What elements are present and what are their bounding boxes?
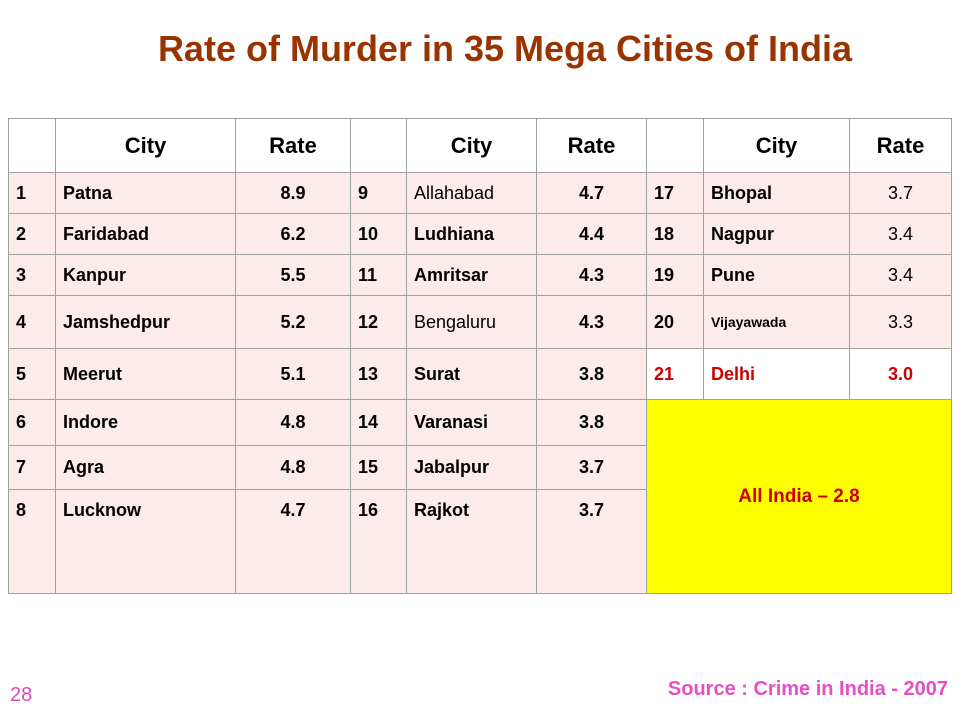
- header-rank: [350, 118, 407, 173]
- header-city: City: [703, 118, 850, 173]
- rate-cell: 4.7: [536, 172, 647, 214]
- city-cell: Jamshedpur: [55, 295, 236, 349]
- all-india-summary: All India – 2.8: [646, 399, 952, 594]
- city-cell: Agra: [55, 445, 236, 490]
- rank-cell: 21: [646, 348, 704, 400]
- city-cell: Rajkot: [406, 489, 537, 594]
- city-cell: Bhopal: [703, 172, 850, 214]
- city-cell: Lucknow: [55, 489, 236, 594]
- page-title: Rate of Murder in 35 Mega Cities of Indi…: [157, 28, 853, 69]
- table-row: 3 Kanpur 5.5 11 Amritsar 4.3 19 Pune 3.4: [8, 254, 952, 296]
- rate-cell: 6.2: [235, 213, 351, 255]
- rate-cell: 3.4: [849, 254, 952, 296]
- city-cell: Kanpur: [55, 254, 236, 296]
- header-rank: [646, 118, 704, 173]
- header-rate: Rate: [536, 118, 647, 173]
- rate-cell: 4.3: [536, 295, 647, 349]
- rate-cell: 4.8: [235, 399, 351, 446]
- rank-cell: 19: [646, 254, 704, 296]
- rank-cell: 6: [8, 399, 56, 446]
- rate-cell: 5.5: [235, 254, 351, 296]
- rate-cell: 3.3: [849, 295, 952, 349]
- rank-cell: 8: [8, 489, 56, 594]
- rate-cell: 8.9: [235, 172, 351, 214]
- rank-cell: 20: [646, 295, 704, 349]
- city-cell: Faridabad: [55, 213, 236, 255]
- city-cell: Patna: [55, 172, 236, 214]
- rank-cell: 12: [350, 295, 407, 349]
- table-row: 8 Lucknow 4.7 16 Rajkot 3.7: [8, 489, 952, 594]
- rate-cell: 5.1: [235, 348, 351, 400]
- rate-cell: 3.4: [849, 213, 952, 255]
- city-cell: Meerut: [55, 348, 236, 400]
- city-cell: Indore: [55, 399, 236, 446]
- city-cell: Nagpur: [703, 213, 850, 255]
- city-cell: Pune: [703, 254, 850, 296]
- page-number: 28: [10, 684, 33, 706]
- city-cell: Ludhiana: [406, 213, 537, 255]
- city-cell: Vijayawada: [703, 295, 850, 349]
- rate-cell: 3.8: [536, 348, 647, 400]
- rank-cell: 7: [8, 445, 56, 490]
- rate-cell: 4.7: [235, 489, 351, 594]
- rate-cell: 3.8: [536, 399, 647, 446]
- header-city: City: [406, 118, 537, 173]
- rank-cell: 11: [350, 254, 407, 296]
- city-cell: Allahabad: [406, 172, 537, 214]
- rank-cell: 10: [350, 213, 407, 255]
- rank-cell: 17: [646, 172, 704, 214]
- city-cell: Amritsar: [406, 254, 537, 296]
- city-cell: Varanasi: [406, 399, 537, 446]
- rank-cell: 9: [350, 172, 407, 214]
- table-row: 6 Indore 4.8 14 Varanasi 3.8 All India –…: [8, 399, 952, 594]
- rate-cell: 5.2: [235, 295, 351, 349]
- rate-cell: 3.7: [536, 489, 647, 594]
- table-row: 7 Agra 4.8 15 Jabalpur 3.7: [8, 445, 952, 490]
- city-cell: Jabalpur: [406, 445, 537, 490]
- rank-cell: 15: [350, 445, 407, 490]
- table-row: 4 Jamshedpur 5.2 12 Bengaluru 4.3 20 Vij…: [8, 295, 952, 349]
- rank-cell: 13: [350, 348, 407, 400]
- header-rate: Rate: [849, 118, 952, 173]
- rank-cell: 5: [8, 348, 56, 400]
- rank-cell: 1: [8, 172, 56, 214]
- header-city: City: [55, 118, 236, 173]
- table-row: 1 Patna 8.9 9 Allahabad 4.7 17 Bhopal 3.…: [8, 172, 952, 214]
- rate-cell: 3.0: [849, 348, 952, 400]
- header-row: City Rate City Rate City Rate: [8, 118, 952, 173]
- rank-cell: 2: [8, 213, 56, 255]
- rate-cell: 3.7: [536, 445, 647, 490]
- rank-cell: 16: [350, 489, 407, 594]
- rate-cell: 4.8: [235, 445, 351, 490]
- murder-rate-table: City Rate City Rate City Rate 1 Patna 8.…: [8, 118, 952, 594]
- header-rank: [8, 118, 56, 173]
- rate-cell: 4.3: [536, 254, 647, 296]
- rank-cell: 18: [646, 213, 704, 255]
- city-cell: Surat: [406, 348, 537, 400]
- rate-cell: 3.7: [849, 172, 952, 214]
- city-cell: Bengaluru: [406, 295, 537, 349]
- table-row: 5 Meerut 5.1 13 Surat 3.8 21 Delhi 3.0: [8, 348, 952, 400]
- rank-cell: 14: [350, 399, 407, 446]
- city-cell: Delhi: [703, 348, 850, 400]
- header-rate: Rate: [235, 118, 351, 173]
- rate-cell: 4.4: [536, 213, 647, 255]
- rank-cell: 4: [8, 295, 56, 349]
- source-note: Source : Crime in India - 2007: [667, 678, 948, 700]
- table-row: 2 Faridabad 6.2 10 Ludhiana 4.4 18 Nagpu…: [8, 213, 952, 255]
- rank-cell: 3: [8, 254, 56, 296]
